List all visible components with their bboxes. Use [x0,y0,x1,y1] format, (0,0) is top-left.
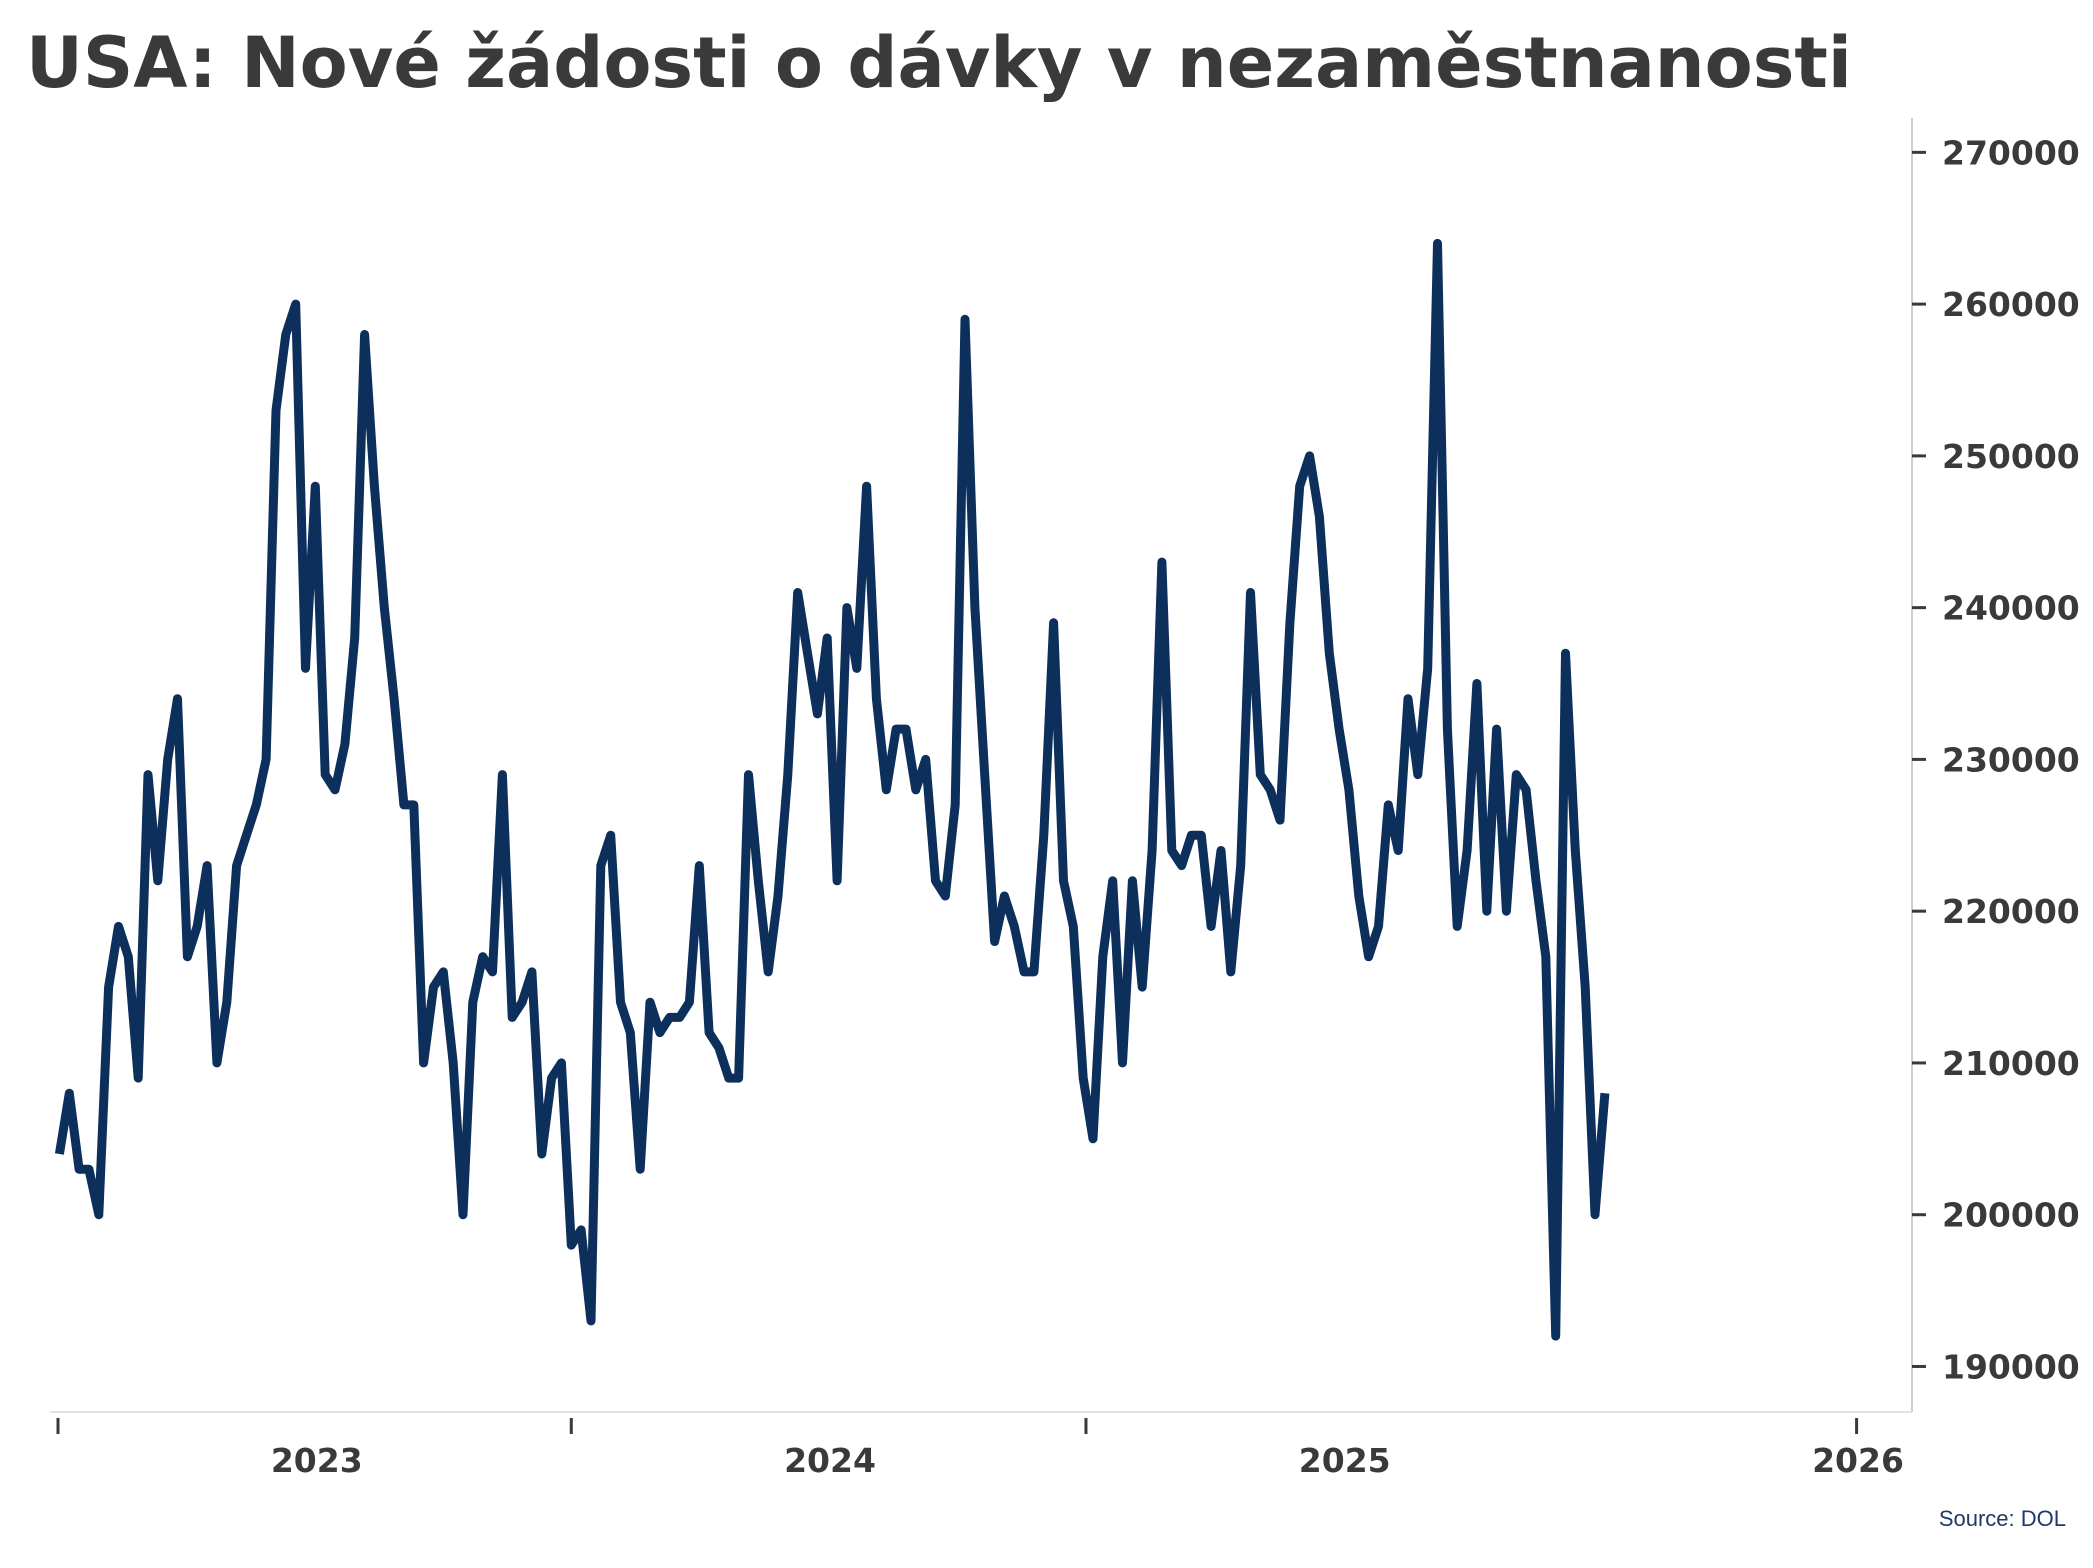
chart-title: USA: Nové žádosti o dávky v nezaměstnano… [26,22,1852,104]
y-tick-label-200000: 200000 [1942,1196,2080,1235]
series-line [54,238,1610,1341]
y-tick-label-220000: 220000 [1942,892,2080,931]
y-tick-label-230000: 230000 [1942,740,2080,779]
chart-axes [50,118,1913,1413]
x-tick-label-2023: 2023 [271,1441,363,1480]
x-tick-label-2026: 2026 [1812,1441,1904,1480]
y-tick-label-240000: 240000 [1942,589,2080,628]
axis-tick-labels: 190000 200000 210000 220000 230000 240000 2500… [271,133,2080,1480]
x-tick-label-2024: 2024 [784,1441,876,1480]
source-note: Source: DOL [1938,1506,2066,1531]
y-tick-label-190000: 190000 [1942,1347,2080,1386]
x-tick-label-2025: 2025 [1299,1441,1391,1480]
y-tick-label-270000: 270000 [1942,133,2080,172]
axis-ticks [56,150,1926,1434]
y-tick-label-210000: 210000 [1942,1044,2080,1083]
y-tick-label-260000: 260000 [1942,285,2080,324]
y-tick-label-250000: 250000 [1942,437,2080,476]
